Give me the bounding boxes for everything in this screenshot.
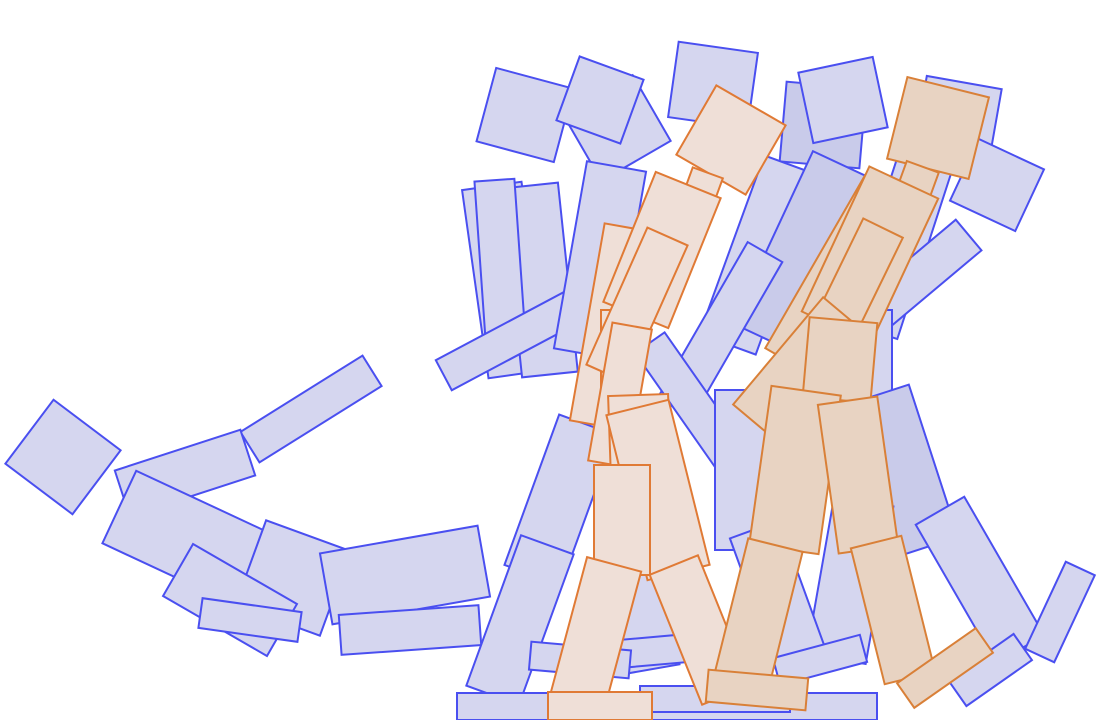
figure-foot bbox=[895, 626, 995, 710]
fallen-ghost-figure bbox=[3, 354, 492, 658]
figure-pelvis bbox=[801, 316, 879, 404]
ghost-head bbox=[475, 66, 575, 164]
figure-right bbox=[704, 75, 995, 712]
ghost-foot bbox=[1023, 560, 1097, 664]
ghost-foot bbox=[771, 633, 869, 687]
ghost-head bbox=[3, 398, 123, 516]
ghost-foot bbox=[197, 597, 303, 643]
figure-thigh bbox=[593, 464, 651, 576]
current-figures bbox=[547, 75, 995, 720]
figure-left bbox=[547, 83, 788, 720]
ghost-arm bbox=[239, 354, 383, 464]
figure-foot bbox=[547, 691, 653, 720]
ghost-leg bbox=[337, 604, 483, 656]
ghost-head bbox=[797, 55, 889, 145]
ghost-head bbox=[555, 55, 645, 145]
figure-foot bbox=[704, 668, 810, 712]
